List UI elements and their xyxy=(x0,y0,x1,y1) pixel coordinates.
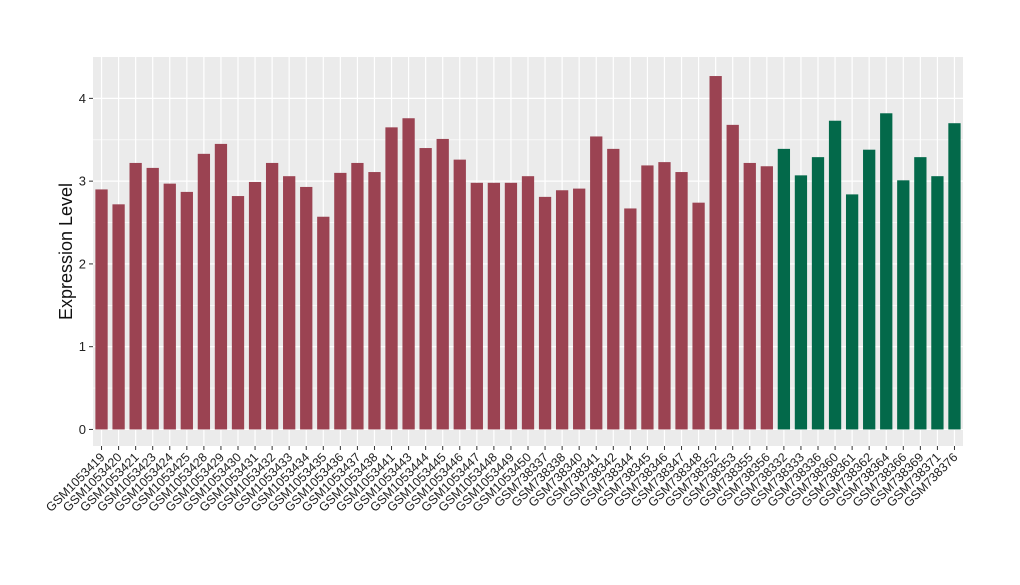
bar xyxy=(845,194,859,430)
bar xyxy=(231,196,245,430)
bar xyxy=(368,172,381,430)
bar xyxy=(95,189,108,430)
y-tick-label: 2 xyxy=(79,256,86,271)
bar xyxy=(163,183,176,430)
bar xyxy=(607,148,620,430)
bar xyxy=(828,120,842,430)
bar xyxy=(658,162,671,430)
bar xyxy=(334,172,347,430)
bar xyxy=(180,191,193,430)
bar xyxy=(385,127,398,430)
bar xyxy=(129,162,142,430)
bar xyxy=(760,166,773,430)
bar xyxy=(248,181,262,430)
bar xyxy=(777,148,791,430)
bar xyxy=(794,175,808,430)
bar xyxy=(538,196,552,430)
bar xyxy=(931,176,944,430)
bar xyxy=(726,124,739,430)
bar xyxy=(948,123,961,430)
bar xyxy=(300,186,313,430)
bar xyxy=(692,202,705,430)
bar xyxy=(265,162,279,430)
bar xyxy=(521,176,535,430)
bar xyxy=(453,159,466,430)
y-tick-label: 4 xyxy=(79,91,86,106)
bar xyxy=(197,153,211,430)
y-tick-label: 1 xyxy=(79,339,86,354)
bar xyxy=(351,162,364,430)
x-axis: GSM1053419GSM1053420GSM1053421GSM1053423… xyxy=(43,446,961,515)
bar xyxy=(880,113,893,430)
bar xyxy=(914,157,927,430)
bar xyxy=(283,176,296,430)
bar xyxy=(863,149,876,430)
bar xyxy=(624,208,637,430)
bar xyxy=(317,216,330,430)
bar xyxy=(590,136,603,430)
bar xyxy=(675,172,688,430)
y-tick-label: 0 xyxy=(79,422,86,437)
bar xyxy=(470,182,483,430)
bar xyxy=(419,148,432,430)
bar xyxy=(402,118,415,430)
bars xyxy=(95,76,961,430)
bar xyxy=(811,157,825,430)
bar xyxy=(436,138,449,430)
bar xyxy=(487,182,501,430)
bar xyxy=(743,162,756,430)
bar xyxy=(709,76,722,430)
y-tick-label: 3 xyxy=(79,174,86,189)
bar xyxy=(573,188,586,430)
bar xyxy=(897,180,910,430)
y-axis: 0 1 2 3 4 xyxy=(79,91,93,437)
bar xyxy=(641,165,654,430)
bar xyxy=(504,182,518,430)
bar xyxy=(214,143,228,430)
y-axis-title: Expression Level xyxy=(56,183,76,320)
bar xyxy=(146,167,159,430)
bar xyxy=(112,204,125,430)
bar xyxy=(555,190,569,430)
